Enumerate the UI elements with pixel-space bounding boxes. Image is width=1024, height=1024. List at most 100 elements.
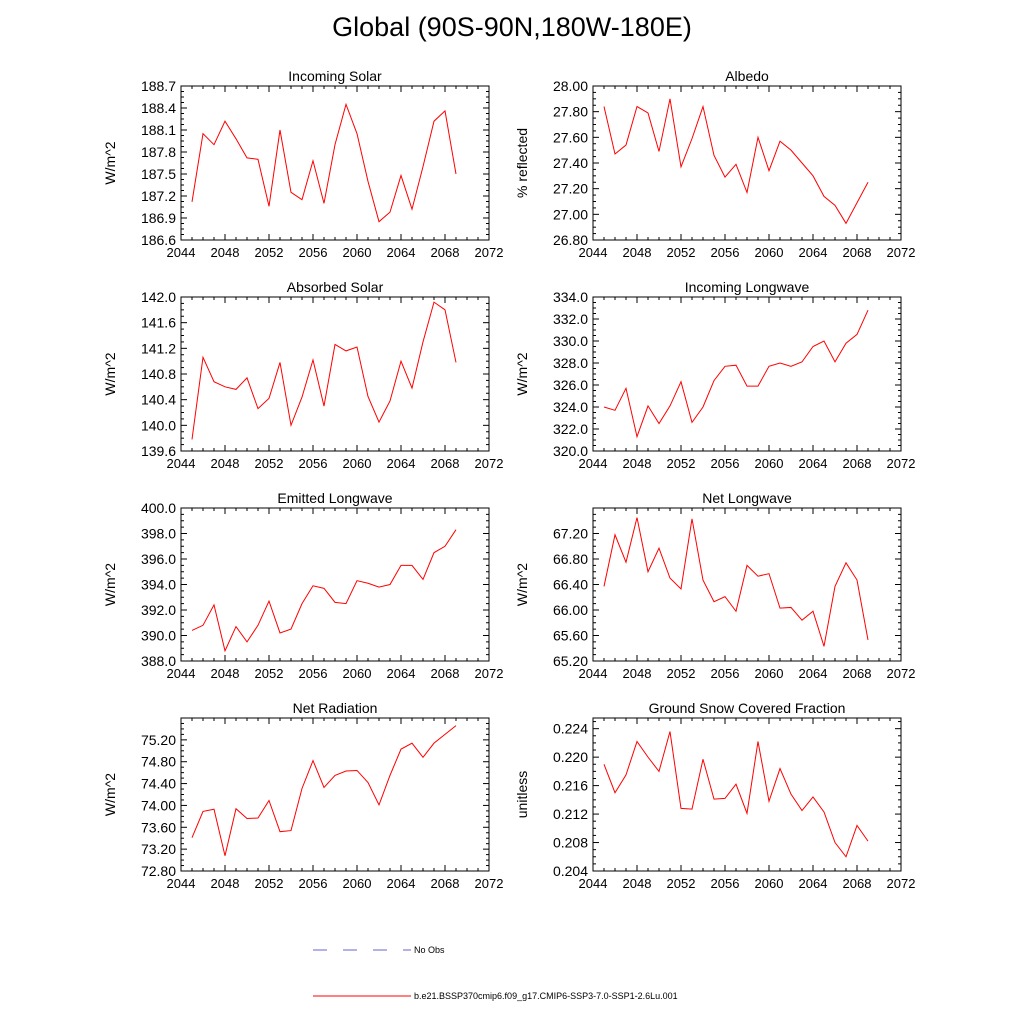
y-axis-label: W/m^2 [102, 773, 118, 816]
y-tick-label: 322.0 [553, 421, 588, 437]
y-axis-label: unitless [514, 771, 530, 818]
y-tick-label: 141.2 [141, 340, 176, 356]
x-tick-label: 2056 [299, 666, 328, 681]
y-tick-label: 186.6 [141, 232, 176, 248]
series-line [191, 102, 457, 223]
y-tick-label: 188.1 [141, 122, 176, 138]
y-tick-label: 26.80 [553, 232, 588, 248]
x-tick-label: 2048 [211, 245, 240, 260]
y-axis-label: W/m^2 [514, 563, 530, 606]
panel-title: Incoming Solar [288, 68, 382, 84]
y-tick-label: 188.4 [141, 100, 176, 116]
x-tick-label: 2052 [255, 666, 284, 681]
y-tick-label: 142.0 [141, 289, 176, 305]
x-tick-label: 2048 [623, 666, 652, 681]
x-tick-label: 2068 [431, 876, 460, 891]
x-tick-label: 2044 [579, 666, 608, 681]
x-tick-label: 2044 [167, 876, 196, 891]
panel-title: Absorbed Solar [287, 279, 384, 295]
y-tick-label: 140.0 [141, 417, 176, 433]
y-tick-label: 73.60 [141, 819, 176, 835]
y-tick-label: 390.0 [141, 628, 176, 644]
x-tick-label: 2060 [755, 245, 784, 260]
y-tick-label: 328.0 [553, 355, 588, 371]
x-tick-label: 2052 [667, 456, 696, 471]
y-tick-label: 0.216 [553, 778, 588, 794]
x-tick-label: 2048 [623, 245, 652, 260]
y-tick-label: 188.7 [141, 78, 176, 94]
legend-label: No Obs [414, 945, 445, 955]
y-tick-label: 326.0 [553, 377, 588, 393]
x-tick-label: 2064 [799, 456, 828, 471]
x-tick-label: 2048 [623, 456, 652, 471]
y-tick-label: 66.80 [553, 551, 588, 567]
y-tick-label: 28.00 [553, 78, 588, 94]
x-tick-label: 2072 [887, 245, 916, 260]
x-tick-label: 2064 [799, 666, 828, 681]
series-line [191, 725, 457, 856]
y-tick-label: 187.5 [141, 166, 176, 182]
y-tick-label: 74.00 [141, 797, 176, 813]
panel-6: Net Longwave W/m^2 2044 2048 2052 2056 2060 206… [514, 490, 915, 681]
y-tick-label: 27.60 [553, 129, 588, 145]
x-tick-label: 2044 [167, 666, 196, 681]
y-tick-label: 320.0 [553, 443, 588, 459]
y-tick-label: 139.6 [141, 443, 176, 459]
legend-label: b.e21.BSSP370cmip6.f09_g17.CMIP6-SSP3-7.… [414, 991, 678, 1001]
y-tick-label: 65.20 [553, 653, 588, 669]
legend-item-1: No Obs [313, 945, 445, 955]
y-axis-label: W/m^2 [102, 352, 118, 395]
y-tick-label: 187.8 [141, 144, 176, 160]
panel-title: Net Longwave [702, 490, 792, 506]
y-tick-label: 388.0 [141, 653, 176, 669]
x-tick-label: 2064 [799, 245, 828, 260]
figure-title: Global (90S-90N,180W-180E) [332, 12, 692, 42]
y-tick-label: 0.224 [553, 721, 588, 737]
y-tick-label: 67.20 [553, 526, 588, 542]
y-tick-label: 27.00 [553, 206, 588, 222]
x-tick-label: 2056 [711, 876, 740, 891]
y-tick-label: 186.9 [141, 210, 176, 226]
y-tick-label: 66.00 [553, 602, 588, 618]
x-tick-label: 2072 [887, 876, 916, 891]
y-tick-label: 27.20 [553, 181, 588, 197]
x-tick-label: 2068 [843, 245, 872, 260]
x-tick-label: 2072 [475, 666, 504, 681]
x-tick-label: 2060 [755, 876, 784, 891]
legend-item-2: b.e21.BSSP370cmip6.f09_g17.CMIP6-SSP3-7.… [313, 991, 678, 1001]
y-tick-label: 72.80 [141, 863, 176, 879]
y-tick-label: 330.0 [553, 333, 588, 349]
y-tick-label: 400.0 [141, 500, 176, 516]
series-line [603, 731, 869, 858]
x-tick-label: 2048 [211, 456, 240, 471]
y-tick-label: 0.212 [553, 806, 588, 822]
x-tick-label: 2044 [167, 456, 196, 471]
x-tick-label: 2060 [343, 666, 372, 681]
y-tick-label: 27.80 [553, 104, 588, 120]
series-line [603, 98, 869, 225]
panel-4: Incoming Longwave W/m^2 2044 2048 2052 2056 20… [514, 279, 915, 471]
x-tick-label: 2064 [387, 245, 416, 260]
x-tick-label: 2044 [167, 245, 196, 260]
x-tick-label: 2060 [755, 456, 784, 471]
y-tick-label: 398.0 [141, 526, 176, 542]
x-tick-label: 2072 [887, 666, 916, 681]
x-tick-label: 2072 [475, 456, 504, 471]
y-tick-label: 324.0 [553, 399, 588, 415]
panel-1: Incoming Solar W/m^2 2044 2048 2052 2056 2060 2… [102, 68, 503, 260]
x-tick-label: 2064 [387, 876, 416, 891]
x-tick-label: 2052 [255, 245, 284, 260]
x-tick-label: 2060 [343, 245, 372, 260]
x-tick-label: 2072 [475, 245, 504, 260]
panel-title: Albedo [725, 68, 769, 84]
x-tick-label: 2052 [255, 456, 284, 471]
y-tick-label: 396.0 [141, 551, 176, 567]
x-tick-label: 2044 [579, 456, 608, 471]
x-tick-label: 2048 [211, 666, 240, 681]
x-tick-label: 2068 [431, 666, 460, 681]
series-line [191, 529, 457, 653]
y-tick-label: 392.0 [141, 602, 176, 618]
y-axis-label: W/m^2 [102, 563, 118, 606]
y-tick-label: 140.4 [141, 392, 176, 408]
